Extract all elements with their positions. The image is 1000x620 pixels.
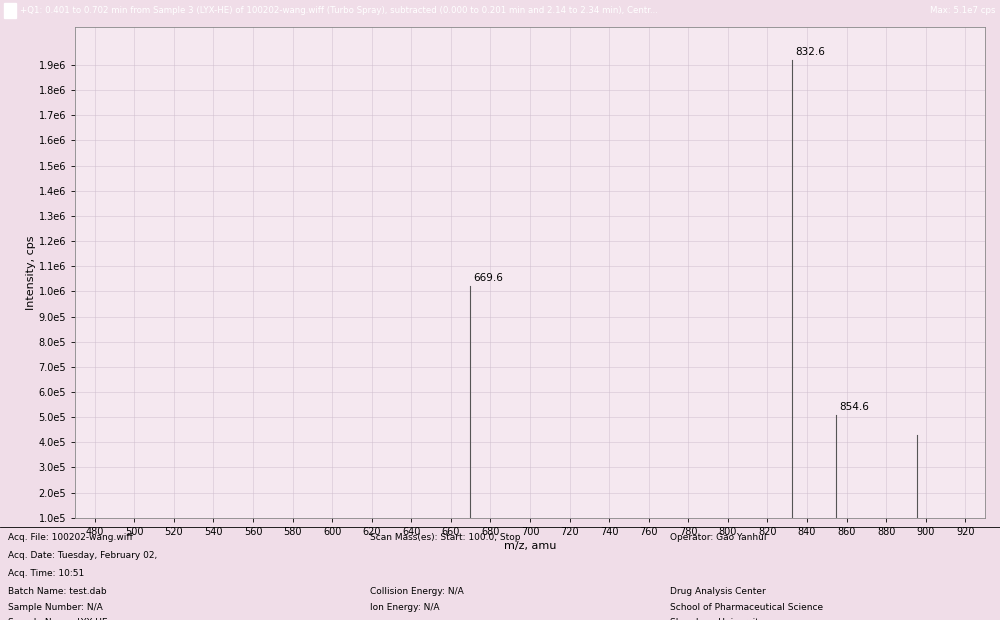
X-axis label: m/z, amu: m/z, amu [504,541,556,551]
Text: 669.6: 669.6 [473,273,503,283]
Text: Sample Name: LYX-HE: Sample Name: LYX-HE [8,618,108,620]
Text: Sample Number: N/A: Sample Number: N/A [8,603,103,612]
Text: School of Pharmaceutical Science: School of Pharmaceutical Science [670,603,823,612]
Text: Ion Energy: N/A: Ion Energy: N/A [370,603,440,612]
Y-axis label: Intensity, cps: Intensity, cps [26,235,36,310]
Text: Batch Name: test.dab: Batch Name: test.dab [8,587,107,596]
Text: Collision Energy: N/A: Collision Energy: N/A [370,587,464,596]
Text: Acq. Date: Tuesday, February 02,: Acq. Date: Tuesday, February 02, [8,551,157,560]
Text: 854.6: 854.6 [839,402,869,412]
Bar [4,3,16,18]
Text: Acq. File: 100202-wang.wiff: Acq. File: 100202-wang.wiff [8,533,133,541]
Text: 832.6: 832.6 [795,47,825,57]
Text: Shandong University: Shandong University [670,618,764,620]
Text: +Q1: 0.401 to 0.702 min from Sample 3 (LYX-HE) of 100202-wang.wiff (Turbo Spray): +Q1: 0.401 to 0.702 min from Sample 3 (L… [20,6,658,15]
Text: Scan Mass(es): Start: 100.0, Stop: Scan Mass(es): Start: 100.0, Stop [370,533,520,541]
Text: Acq. Time: 10:51: Acq. Time: 10:51 [8,569,84,578]
Text: Max: 5.1e7 cps: Max: 5.1e7 cps [930,6,996,15]
Text: Drug Analysis Center: Drug Analysis Center [670,587,766,596]
Text: Operator: Gao Yanhui: Operator: Gao Yanhui [670,533,767,541]
